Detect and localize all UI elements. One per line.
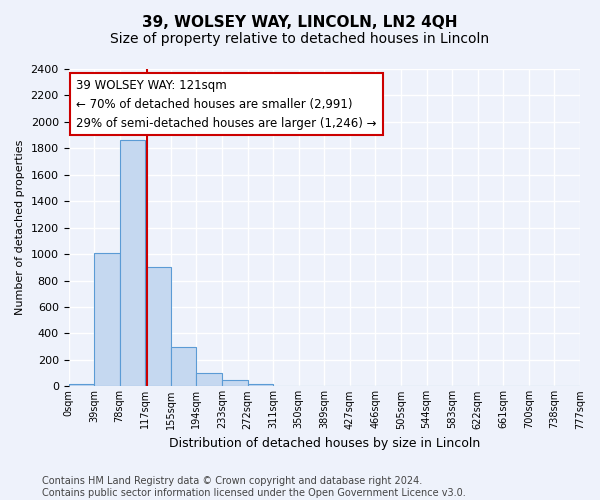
Bar <box>248 384 273 386</box>
Text: 39 WOLSEY WAY: 121sqm
← 70% of detached houses are smaller (2,991)
29% of semi-d: 39 WOLSEY WAY: 121sqm ← 70% of detached … <box>76 78 377 130</box>
Text: 39, WOLSEY WAY, LINCOLN, LN2 4QH: 39, WOLSEY WAY, LINCOLN, LN2 4QH <box>142 15 458 30</box>
Bar <box>171 346 196 387</box>
X-axis label: Distribution of detached houses by size in Lincoln: Distribution of detached houses by size … <box>169 437 480 450</box>
Bar <box>222 380 248 386</box>
Bar <box>119 140 145 386</box>
Text: Size of property relative to detached houses in Lincoln: Size of property relative to detached ho… <box>110 32 490 46</box>
Bar <box>68 384 94 386</box>
Text: Contains HM Land Registry data © Crown copyright and database right 2024.
Contai: Contains HM Land Registry data © Crown c… <box>42 476 466 498</box>
Bar <box>94 253 119 386</box>
Y-axis label: Number of detached properties: Number of detached properties <box>15 140 25 316</box>
Bar <box>145 268 171 386</box>
Bar <box>196 372 222 386</box>
